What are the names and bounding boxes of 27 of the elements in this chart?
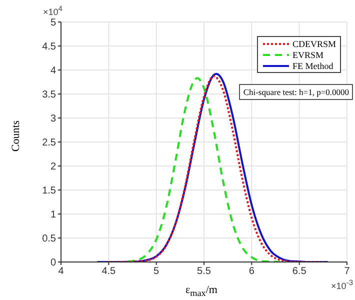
y-tick-label: 2 [50,162,56,173]
y-tick-label: 1 [50,210,56,221]
legend-label: CDEVRSM [292,38,336,48]
legend-label: EVRSM [292,50,324,60]
y-tick-label: 3 [50,114,56,125]
y-tick-label: 4 [50,66,56,77]
y-tick-label: 2.5 [42,138,56,149]
legend-label: FE Method [292,60,334,70]
y-tick-label: 3.5 [42,90,56,101]
y-tick-label: 1.5 [42,186,56,197]
y-tick-label: 0.5 [42,234,56,245]
y-tick-label: 5 [50,18,56,29]
x-tick-label: 6 [248,266,255,278]
y-axis-title: Counts [10,119,22,154]
x-tick-label: 4.5 [102,266,116,278]
x-tick-label: 5.5 [197,266,212,278]
text: ×10$^{4}$ [43,4,62,17]
x-axis-title: ε$_{max}$/m [185,284,218,298]
text: ×10$^{-3}$ [331,278,353,291]
annotation: Chi-square test: h=1, p=0.0000 [239,84,353,100]
line-series [126,77,282,262]
y-tick-label: 4.5 [42,42,56,53]
x-tick-label: 7 [344,266,350,278]
x-tick-label: 6.5 [292,266,307,278]
y-tick-label: 0 [50,258,56,269]
x-tick-label: 5 [154,266,160,278]
x-tick-label: 4 [58,266,64,278]
